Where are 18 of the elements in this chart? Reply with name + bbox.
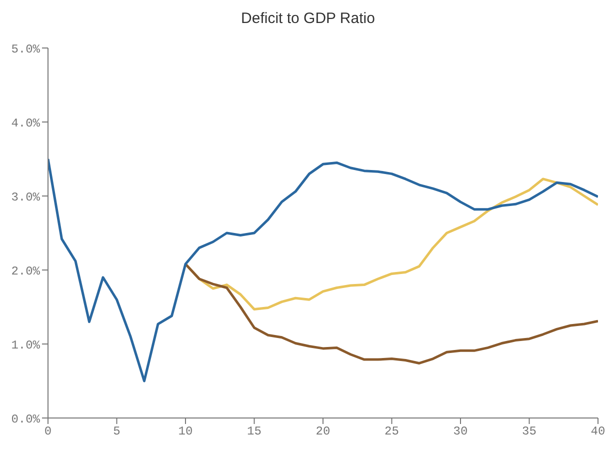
line-series — [48, 158, 598, 382]
y-tick-label: 2.0% — [11, 264, 41, 278]
x-tick-label: 15 — [247, 424, 262, 439]
y-tick-label: 3.0% — [11, 190, 41, 204]
x-tick-label: 0 — [44, 424, 52, 439]
line-series — [184, 262, 598, 364]
y-tick-label: 1.0% — [11, 338, 41, 352]
x-tick-label: 30 — [453, 424, 468, 439]
x-tick-label: 35 — [522, 424, 536, 439]
y-tick-label: 0.0% — [11, 412, 41, 426]
x-tick-label: 10 — [178, 424, 193, 439]
y-tick-label: 4.0% — [11, 116, 41, 130]
x-tick-label: 20 — [316, 424, 330, 439]
chart-title: Deficit to GDP Ratio — [240, 9, 376, 29]
x-tick-label: 5 — [113, 424, 120, 439]
x-tick-label: 25 — [384, 424, 399, 439]
y-tick-label: 5.0% — [11, 42, 41, 56]
x-tick-label: 40 — [590, 424, 606, 439]
